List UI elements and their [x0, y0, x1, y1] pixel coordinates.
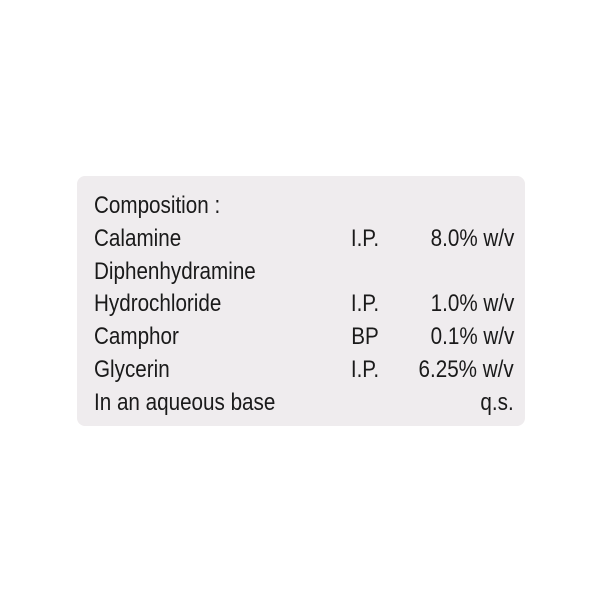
- ingredient-name: In an aqueous base: [94, 389, 276, 416]
- ingredient-name: Diphenhydramine: [94, 258, 256, 285]
- composition-label: Composition : Calamine I.P. 8.0% w/v Dip…: [77, 176, 525, 426]
- ingredient-amount: q.s.: [480, 389, 514, 416]
- ingredient-amount: 6.25% w/v: [418, 356, 514, 383]
- ingredient-row: Hydrochloride I.P. 1.0% w/v: [94, 287, 514, 320]
- ingredient-row: Camphor BP 0.1% w/v: [94, 320, 514, 353]
- ingredient-row: Diphenhydramine: [94, 255, 514, 288]
- ingredient-grade: BP: [351, 323, 379, 350]
- ingredient-grade: I.P.: [350, 290, 380, 317]
- ingredient-grade: I.P.: [350, 225, 380, 252]
- ingredient-amount: 0.1% w/v: [430, 323, 514, 350]
- ingredient-row: Glycerin I.P. 6.25% w/v: [94, 353, 514, 386]
- ingredient-row: In an aqueous base q.s.: [94, 386, 514, 419]
- ingredient-name: Hydrochloride: [94, 290, 222, 317]
- ingredient-amount: 8.0% w/v: [430, 225, 514, 252]
- ingredient-row: Calamine I.P. 8.0% w/v: [94, 222, 514, 255]
- ingredient-name: Glycerin: [94, 356, 170, 383]
- composition-heading: Composition :: [94, 192, 221, 219]
- ingredient-grade: I.P.: [350, 356, 380, 383]
- ingredient-name: Camphor: [94, 323, 179, 350]
- ingredient-name: Calamine: [94, 225, 182, 252]
- composition-heading-row: Composition :: [94, 189, 514, 222]
- ingredient-amount: 1.0% w/v: [430, 290, 514, 317]
